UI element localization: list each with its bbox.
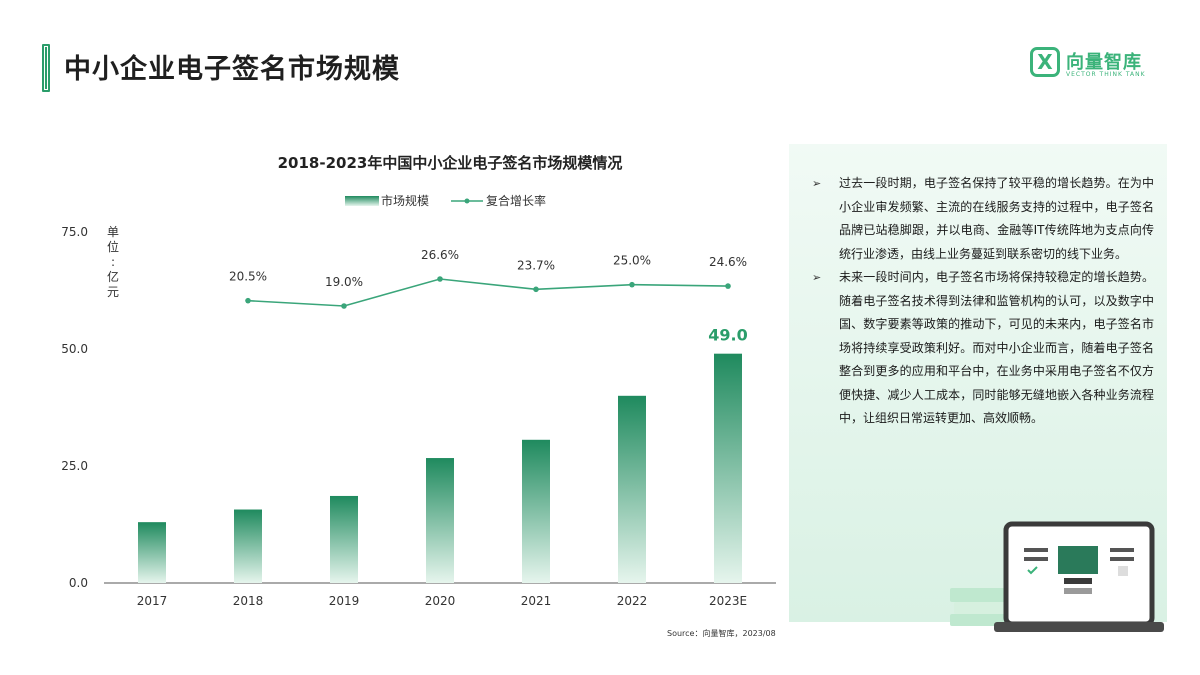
screen-line-icon: [1064, 578, 1092, 584]
x-tick-label: 2017: [137, 594, 168, 608]
bar-data-label: 49.0: [708, 326, 747, 345]
growth-rate-point: [245, 297, 251, 304]
bar: [234, 509, 262, 583]
growth-rate-point: [533, 286, 539, 293]
growth-rate-point: [341, 303, 347, 309]
insight-list: ➢ 过去一段时期，电子签名保持了较平稳的增长趋势。在为中小企业审发频繁、主流的在线…: [812, 172, 1154, 431]
legend-bar-swatch: [345, 196, 379, 206]
growth-rate-label: 24.6%: [709, 255, 747, 269]
logo-name: 向量智库: [1066, 52, 1142, 73]
legend-label: 复合增长率: [486, 193, 546, 208]
insight-item: ➢ 未来一段时间内，电子签名市场将保持较稳定的增长趋势。随着电子签名技术得到法律和…: [812, 266, 1154, 431]
screen-card-icon: [1058, 546, 1098, 574]
x-tick-label: 2023E: [709, 594, 747, 608]
legend-label: 市场规模: [381, 193, 429, 208]
laptop-base-icon: [994, 622, 1164, 632]
bar: [522, 439, 550, 583]
x-tick-label: 2019: [329, 594, 360, 608]
arrow-bullet-icon: ➢: [812, 271, 822, 284]
laptop-illustration-icon: [950, 521, 1164, 632]
y-tick-label: 75.0: [61, 225, 88, 239]
screen-line-icon: [1110, 548, 1134, 552]
checkbox-icon: [1118, 566, 1128, 576]
screen-line-icon: [1110, 557, 1134, 561]
growth-rate-label: 19.0%: [325, 275, 363, 289]
unit-label-char: 亿: [107, 269, 119, 284]
bar: [714, 353, 742, 583]
screen-line-icon: [1024, 557, 1048, 561]
x-tick-label: 2022: [617, 594, 648, 608]
unit-label-char: :: [111, 255, 115, 269]
bar: [138, 522, 166, 583]
screen-line-icon: [1024, 548, 1048, 552]
bar: [618, 395, 646, 583]
x-tick-label: 2018: [233, 594, 264, 608]
x-tick-label: 2021: [521, 594, 552, 608]
y-tick-label: 0.0: [69, 576, 88, 590]
unit-label-char: 单: [107, 225, 119, 239]
brand-logo: X 向量智库 VECTOR THINK TANK: [1030, 45, 1160, 85]
bar: [330, 495, 358, 583]
insight-text: 过去一段时期，电子签名保持了较平稳的增长趋势。在为中小企业审发频繁、主流的在线服…: [839, 176, 1154, 261]
insight-item: ➢ 过去一段时期，电子签名保持了较平稳的增长趋势。在为中小企业审发频繁、主流的在线…: [812, 172, 1154, 266]
growth-rate-point: [437, 276, 443, 282]
y-tick-label: 50.0: [61, 342, 88, 356]
y-tick-label: 25.0: [61, 459, 88, 473]
arrow-bullet-icon: ➢: [812, 177, 822, 190]
bar: [426, 458, 454, 583]
screen-line-icon: [1064, 588, 1092, 594]
logo-subtitle: VECTOR THINK TANK: [1066, 71, 1146, 78]
check-icon: [1027, 566, 1038, 575]
growth-rate-label: 23.7%: [517, 258, 555, 272]
growth-rate-line: [247, 278, 729, 307]
chart-title: 2018-2023年中国中小企业电子签名市场规模情况: [277, 154, 623, 172]
x-tick-label: 2020: [425, 594, 456, 608]
growth-rate-label: 25.0%: [613, 254, 651, 268]
growth-rate-point: [725, 283, 731, 289]
page-title: 中小企业电子签名市场规模: [64, 54, 400, 85]
growth-rate-point: [629, 281, 635, 288]
growth-rate-label: 26.6%: [421, 248, 459, 262]
logo-x-icon: X: [1030, 47, 1060, 77]
legend-line-marker: [464, 198, 470, 204]
source-note: Source：向量智库，2023/08: [667, 629, 776, 638]
title-accent-bar: [42, 44, 50, 92]
unit-label-char: 位: [107, 239, 119, 254]
growth-rate-label: 20.5%: [229, 270, 267, 284]
insight-text: 未来一段时间内，电子签名市场将保持较稳定的增长趋势。随着电子签名技术得到法律和监…: [839, 270, 1154, 425]
unit-label-char: 元: [107, 285, 119, 299]
